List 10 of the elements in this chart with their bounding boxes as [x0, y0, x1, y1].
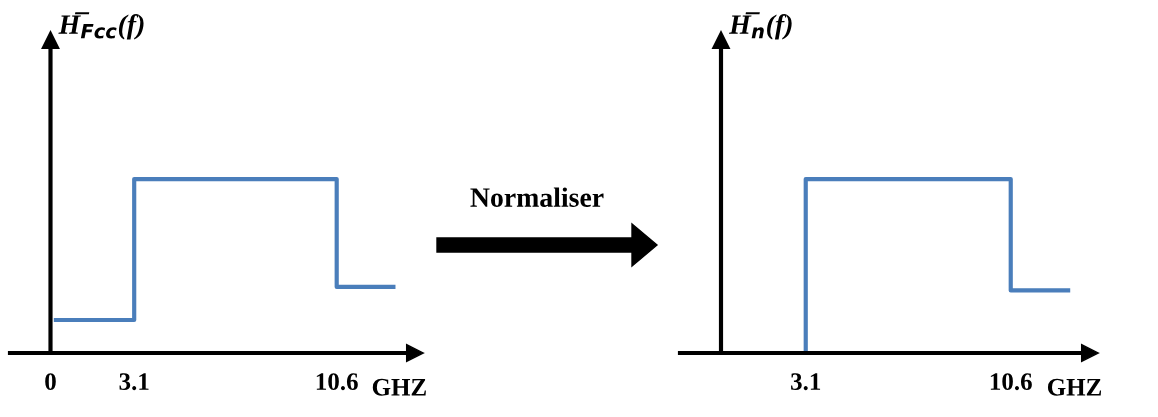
- text: Normaliser: [470, 187, 604, 207]
- x-tick-label: 10.6: [990, 373, 1032, 391]
- y-axis-title: H̅$_{n}$(f): [729, 12, 792, 40]
- x-tick-label: 10.6: [316, 373, 358, 391]
- x-tick-label: 0: [45, 373, 56, 391]
- x-tick-label: 3.1: [119, 373, 149, 391]
- y-axis-title: H̅$_{Fcc}$(f): [58, 12, 144, 40]
- x-axis-title: GHZ: [372, 378, 426, 396]
- x-axis-title: GHZ: [1047, 378, 1102, 396]
- x-tick-label: 3.1: [791, 373, 821, 391]
